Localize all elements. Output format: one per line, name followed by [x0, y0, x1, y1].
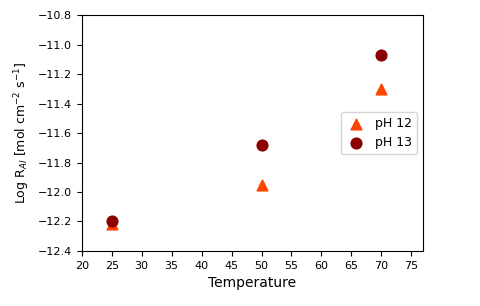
Legend: pH 12, pH 13: pH 12, pH 13: [341, 112, 416, 154]
pH 13: [108, 219, 115, 224]
pH 12: [257, 182, 265, 187]
pH 13: [377, 53, 384, 58]
pH 12: [377, 87, 384, 91]
Y-axis label: Log R$_{Al}$ [mol cm$^{-2}$ s$^{-1}$]: Log R$_{Al}$ [mol cm$^{-2}$ s$^{-1}$]: [12, 62, 32, 204]
pH 13: [257, 142, 265, 147]
X-axis label: Temperature: Temperature: [208, 276, 296, 290]
pH 12: [108, 222, 115, 227]
